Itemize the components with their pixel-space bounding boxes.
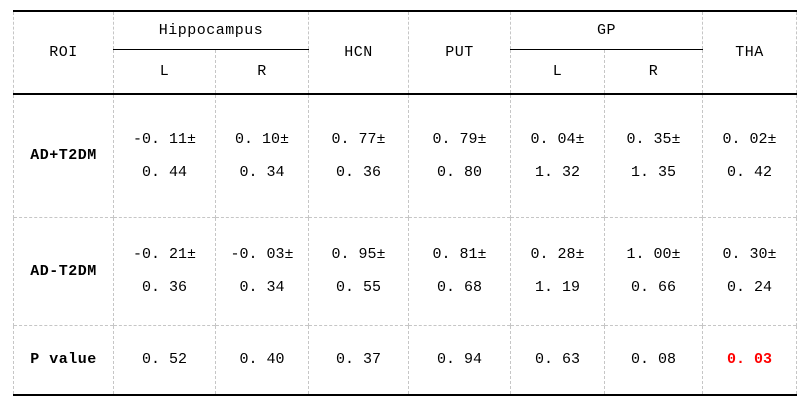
p-value: 0. 08 [631, 351, 677, 369]
header-tha: THA [702, 11, 798, 95]
cell-adminus-tha: 0. 30± 0. 24 [702, 216, 798, 325]
cell-adminus-gp-r: 1. 00± 0. 66 [603, 216, 704, 325]
header-hippocampus: Hippocampus [113, 11, 309, 50]
sd-value: 0. 66 [631, 279, 677, 296]
cell-adminus-gp-l: 0. 28± 1. 19 [510, 216, 605, 325]
cell-adminus-put: 0. 81± 0. 68 [408, 216, 511, 325]
roi-stats-table: ROI Hippocampus HCN PUT GP THA L R L R A… [13, 10, 798, 396]
sd-value: 0. 34 [239, 163, 285, 181]
row-label-ad-minus-t2dm: AD-T2DM [13, 216, 114, 325]
sd-value: 0. 80 [436, 163, 482, 181]
mean-value: 0. 02± [722, 130, 777, 148]
sd-value: 1. 32 [534, 163, 580, 181]
sd-value: 0. 34 [239, 279, 285, 296]
sd-value: 1. 19 [534, 279, 580, 296]
p-cell-gp-l: 0. 63 [510, 324, 605, 395]
p-value-significant: 0. 03 [727, 351, 773, 369]
p-cell-hippocampus-r: 0. 40 [215, 324, 309, 395]
sd-value: 1. 35 [631, 163, 677, 181]
header-hcn: HCN [308, 11, 409, 95]
p-cell-hcn: 0. 37 [308, 324, 409, 395]
sd-value: 0. 55 [335, 279, 381, 296]
table-row-ad-plus-t2dm: AD+T2DM -0. 11± 0. 44 0. 10± 0. 34 0. 77… [13, 94, 798, 217]
cell-adminus-hippocampus-r: -0. 03± 0. 34 [215, 216, 309, 325]
header-hippocampus-right: R [215, 49, 309, 95]
sd-value: 0. 42 [727, 163, 773, 181]
p-cell-put: 0. 94 [408, 324, 511, 395]
table-row-ad-minus-t2dm: AD-T2DM -0. 21± 0. 36 -0. 03± 0. 34 0. 9… [13, 216, 798, 325]
cell-adplus-gp-l: 0. 04± 1. 32 [510, 94, 605, 217]
p-value: 0. 52 [141, 351, 187, 369]
cell-adplus-gp-r: 0. 35± 1. 35 [603, 94, 704, 217]
mean-value: -0. 03± [230, 246, 294, 263]
p-value: 0. 63 [534, 351, 580, 369]
mean-value: 0. 81± [432, 246, 487, 263]
sd-value: 0. 44 [141, 163, 187, 181]
mean-value: 0. 95± [331, 246, 386, 263]
cell-adplus-hcn: 0. 77± 0. 36 [308, 94, 409, 217]
header-put: PUT [408, 11, 511, 95]
sd-value: 0. 36 [141, 279, 187, 296]
mean-value: 0. 77± [331, 130, 386, 148]
cell-adminus-hcn: 0. 95± 0. 55 [308, 216, 409, 325]
header-hippocampus-left: L [113, 49, 216, 95]
cell-adplus-hippocampus-l: -0. 11± 0. 44 [113, 94, 216, 217]
p-value: 0. 40 [239, 351, 285, 369]
sd-value: 0. 68 [436, 279, 482, 296]
cell-adplus-put: 0. 79± 0. 80 [408, 94, 511, 217]
p-value: 0. 94 [436, 351, 482, 369]
p-value: 0. 37 [335, 351, 381, 369]
p-cell-gp-r: 0. 08 [603, 324, 704, 395]
mean-value: 1. 00± [626, 246, 681, 263]
row-label-p-value: P value [13, 324, 114, 395]
header-row-groups: ROI Hippocampus HCN PUT GP THA [13, 11, 798, 95]
mean-value: 0. 79± [432, 130, 487, 148]
mean-value: 0. 28± [530, 246, 585, 263]
header-gp: GP [509, 11, 704, 50]
mean-value: -0. 21± [132, 246, 196, 263]
mean-value: 0. 04± [530, 130, 585, 148]
mean-value: 0. 35± [626, 130, 681, 148]
table-row-p-value: P value 0. 52 0. 40 0. 37 0. 94 0. 63 0. [13, 324, 798, 395]
mean-value: 0. 30± [722, 246, 777, 263]
sd-value: 0. 24 [727, 279, 773, 296]
header-gp-left: L [510, 49, 605, 95]
cell-adplus-hippocampus-r: 0. 10± 0. 34 [215, 94, 309, 217]
header-gp-right: R [603, 49, 704, 95]
sd-value: 0. 36 [335, 163, 381, 181]
header-row-sides: L R L R [14, 49, 797, 95]
p-cell-tha: 0. 03 [702, 324, 798, 395]
cell-adminus-hippocampus-l: -0. 21± 0. 36 [113, 216, 216, 325]
mean-value: -0. 11± [132, 130, 196, 148]
p-cell-hippocampus-l: 0. 52 [113, 324, 216, 395]
mean-value: 0. 10± [234, 130, 289, 148]
cell-adplus-tha: 0. 02± 0. 42 [702, 94, 798, 217]
row-label-ad-plus-t2dm: AD+T2DM [13, 94, 114, 217]
header-roi: ROI [13, 11, 114, 95]
